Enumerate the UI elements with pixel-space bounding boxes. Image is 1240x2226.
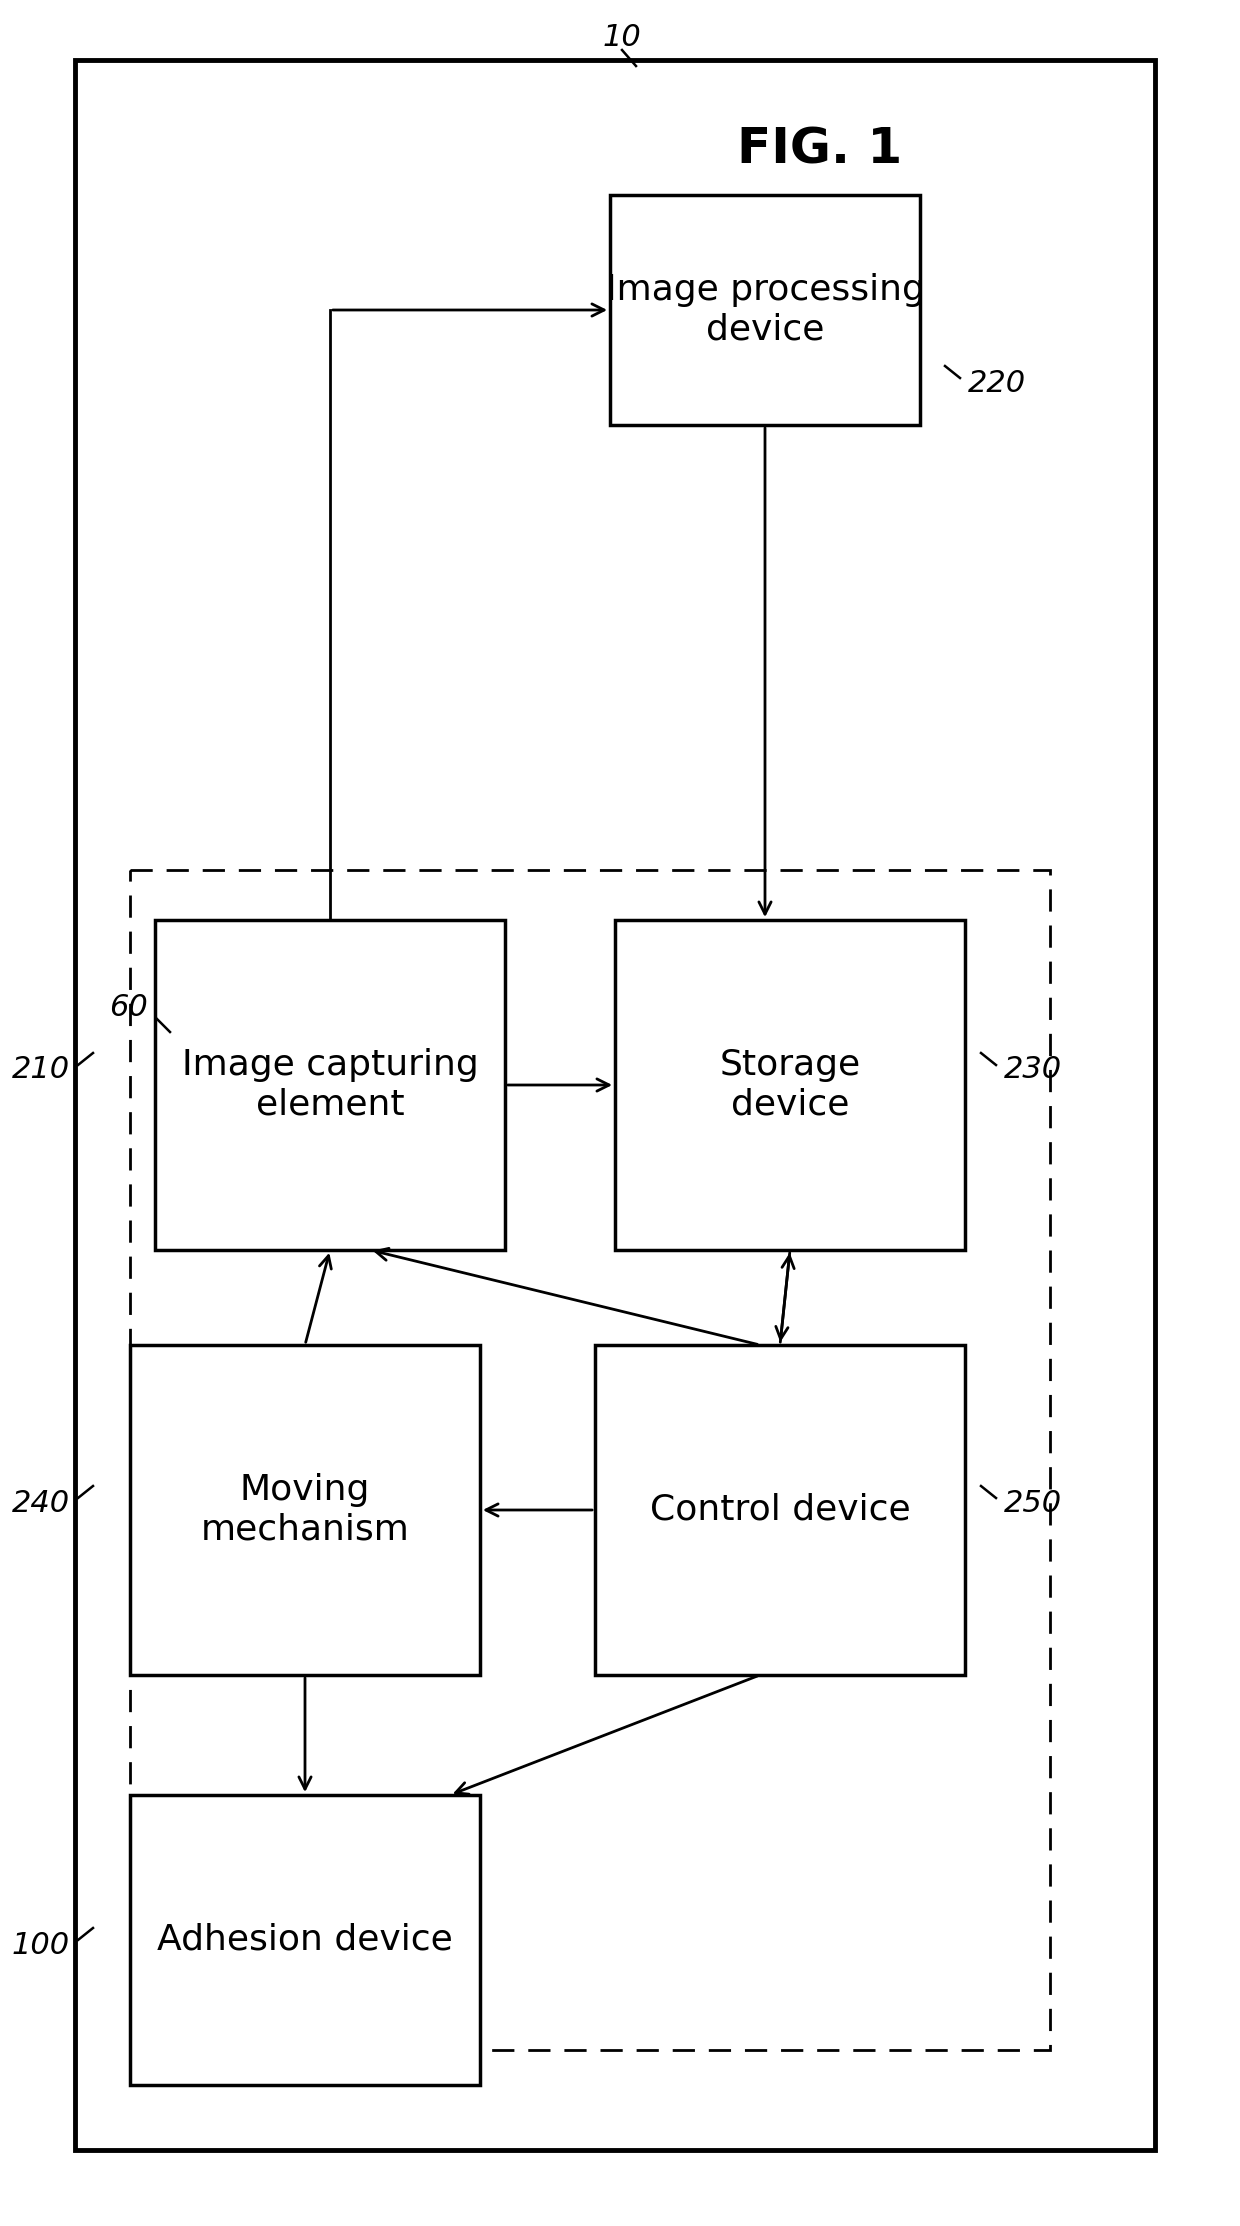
Text: 230: 230 xyxy=(1004,1055,1063,1084)
Bar xyxy=(130,1345,480,1674)
Bar xyxy=(595,1345,965,1674)
Text: Control device: Control device xyxy=(650,1494,910,1527)
Text: 240: 240 xyxy=(12,1489,69,1518)
Text: 210: 210 xyxy=(12,1055,69,1084)
Bar xyxy=(615,919,965,1251)
Text: FIG. 1: FIG. 1 xyxy=(738,127,903,174)
Text: 220: 220 xyxy=(968,370,1027,398)
Bar xyxy=(130,870,1050,2050)
Text: Image processing
device: Image processing device xyxy=(605,274,925,347)
Text: Storage
device: Storage device xyxy=(719,1048,861,1122)
Bar xyxy=(130,1794,480,2086)
Text: 10: 10 xyxy=(603,24,641,53)
Bar xyxy=(74,60,1154,2150)
Text: Moving
mechanism: Moving mechanism xyxy=(201,1474,409,1547)
Text: 100: 100 xyxy=(12,1930,69,1959)
Text: Image capturing
element: Image capturing element xyxy=(181,1048,479,1122)
Bar xyxy=(610,196,920,425)
Text: 250: 250 xyxy=(1004,1489,1063,1518)
Text: Adhesion device: Adhesion device xyxy=(157,1923,453,1957)
Bar xyxy=(155,919,505,1251)
Text: 60: 60 xyxy=(109,993,148,1022)
